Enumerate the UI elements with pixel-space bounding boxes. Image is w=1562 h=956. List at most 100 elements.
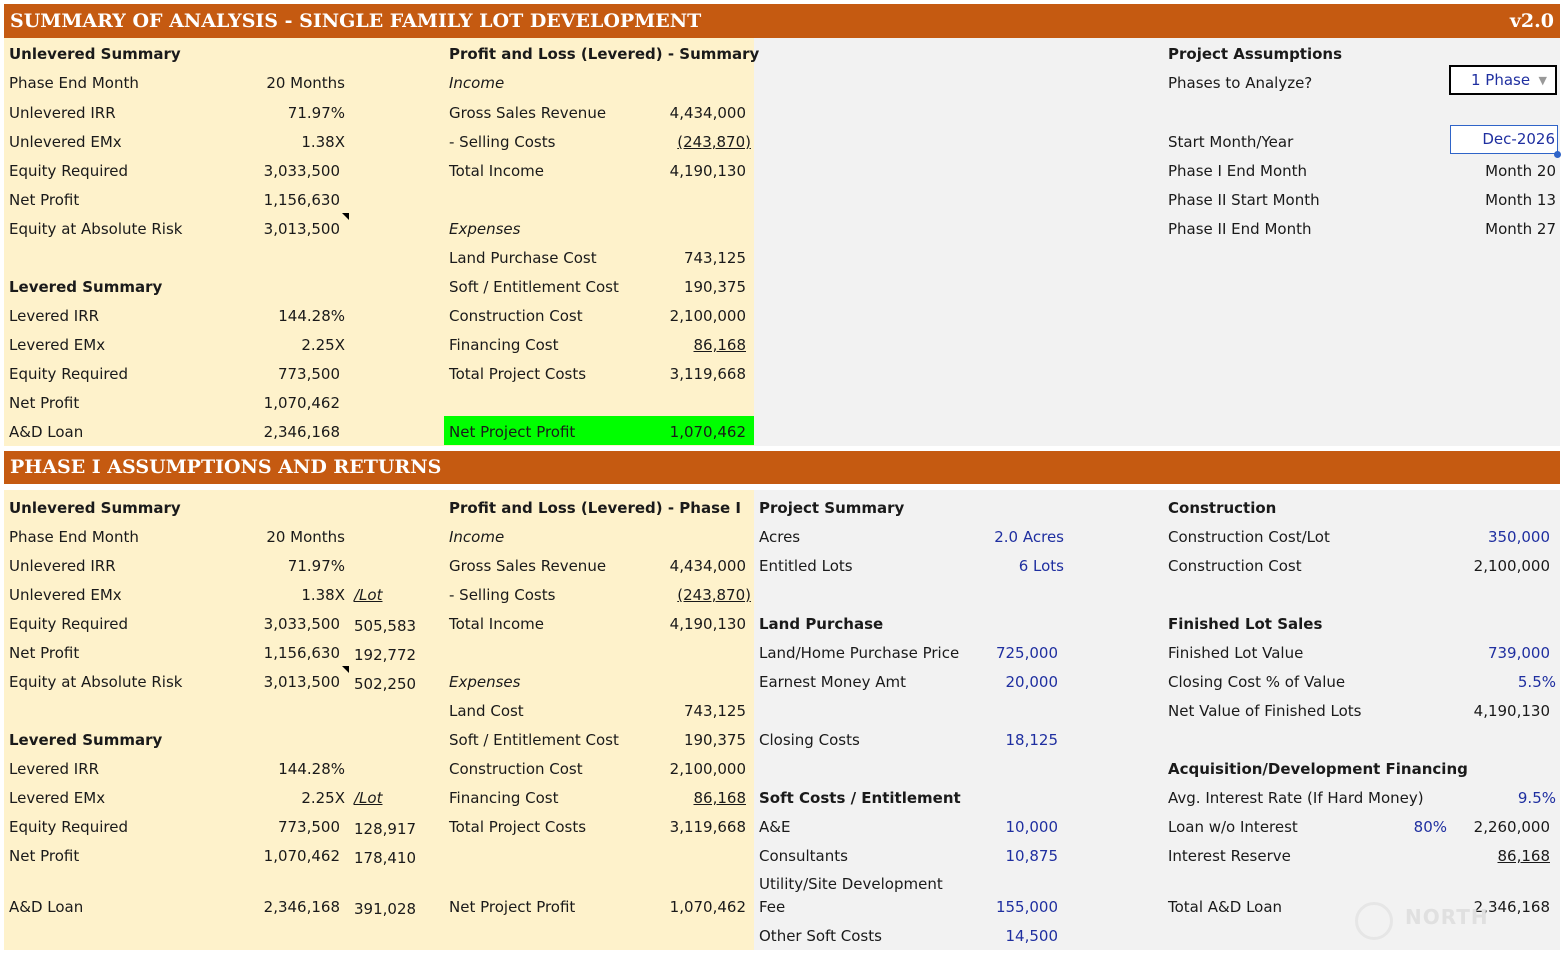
row-label: A&D Loan (9, 423, 84, 441)
interest-reserve-value[interactable]: 86,168 (1497, 847, 1551, 865)
pnl-value[interactable]: 190,375 (683, 278, 746, 296)
row-value[interactable]: 3,033,500 (263, 615, 340, 633)
row-value[interactable]: 2.25X (301, 336, 345, 354)
ad-loan-value[interactable]: 2,346,168 (263, 898, 340, 916)
per-lot-value[interactable]: 505,583 (354, 617, 417, 635)
soft-costs-header: Soft Costs / Entitlement (759, 789, 961, 807)
phases-dropdown[interactable]: 1 Phase ▼ (1449, 65, 1557, 95)
row-value[interactable]: 3,033,500 (263, 162, 340, 180)
assumption-value[interactable]: Month 20 (1485, 162, 1556, 180)
pnl-value[interactable]: 4,190,130 (669, 162, 746, 180)
net-project-profit-label: Net Project Profit (449, 423, 576, 441)
row-label: Net Profit (9, 191, 80, 209)
row-value[interactable]: 144.28% (278, 760, 345, 778)
assumption-label: Phase II End Month (1168, 220, 1312, 238)
ae-input[interactable]: 10,000 (1005, 818, 1059, 836)
pnl-value[interactable]: 190,375 (683, 731, 746, 749)
pnl-value[interactable]: 2,100,000 (669, 307, 746, 325)
closing-costs-input[interactable]: 18,125 (1005, 731, 1059, 749)
comment-indicator-icon[interactable] (342, 213, 349, 220)
row-value[interactable]: 2,346,168 (263, 423, 340, 441)
loan-value[interactable]: 2,260,000 (1473, 818, 1550, 836)
pnl-value[interactable]: 743,125 (683, 702, 746, 720)
pnl-label: Gross Sales Revenue (449, 104, 607, 122)
phases-label: Phases to Analyze? (1168, 74, 1313, 92)
row-value[interactable]: 1,070,462 (263, 394, 340, 412)
levered-summary-header: Levered Summary (9, 278, 163, 296)
per-lot-value[interactable]: 502,250 (354, 675, 417, 693)
pnl-value[interactable]: 86,168 (693, 336, 747, 354)
pnl-value[interactable]: (243,870) (677, 586, 751, 604)
watermark-logo-icon (1355, 902, 1393, 940)
row-value[interactable]: 20 Months (266, 74, 345, 92)
consultants-input[interactable]: 10,875 (1005, 847, 1059, 865)
assumption-value[interactable]: Month 13 (1485, 191, 1556, 209)
earnest-input[interactable]: 20,000 (1005, 673, 1059, 691)
summary-banner: SUMMARY OF ANALYSIS - SINGLE FAMILY LOT … (4, 4, 1560, 38)
row-value[interactable]: 1,070,462 (263, 847, 340, 865)
purchase-price-label: Land/Home Purchase Price (759, 644, 960, 662)
row-value[interactable]: 773,500 (277, 818, 340, 836)
construction-cost-value[interactable]: 2,100,000 (1473, 557, 1550, 575)
closing-costs-label: Closing Costs (759, 731, 860, 749)
cost-lot-label: Construction Cost/Lot (1168, 528, 1330, 546)
row-value[interactable]: 773,500 (277, 365, 340, 383)
net-lots-value[interactable]: 4,190,130 (1473, 702, 1550, 720)
pnl-label: Total Project Costs (449, 365, 587, 383)
lot-value-input[interactable]: 739,000 (1487, 644, 1550, 662)
row-label: Equity at Absolute Risk (9, 220, 183, 238)
pnl-value[interactable]: 4,434,000 (669, 104, 746, 122)
pnl-value[interactable]: (243,870) (677, 133, 751, 151)
row-value[interactable]: 144.28% (278, 307, 345, 325)
acres-label: Acres (759, 528, 801, 546)
pnl-value[interactable]: 4,434,000 (669, 557, 746, 575)
ad-loan-per-lot[interactable]: 391,028 (354, 900, 417, 918)
pnl-value[interactable]: 86,168 (693, 789, 747, 807)
row-label: Phase End Month (9, 74, 139, 92)
lots-input[interactable]: 6 Lots (1018, 557, 1064, 575)
purchase-price-input[interactable]: 725,000 (995, 644, 1058, 662)
pnl-value[interactable]: 3,119,668 (669, 818, 746, 836)
net-project-profit-value[interactable]: 1,070,462 (669, 898, 746, 916)
total-ad-loan-value[interactable]: 2,346,168 (1473, 898, 1550, 916)
acres-input[interactable]: 2.0 Acres (994, 528, 1064, 546)
pnl-label: Total Income (449, 162, 544, 180)
row-value[interactable]: 1.38X (301, 133, 345, 151)
row-value[interactable]: 20 Months (266, 528, 345, 546)
row-value[interactable]: 3,013,500 (263, 220, 340, 238)
net-project-profit-value[interactable]: 1,070,462 (669, 423, 746, 441)
row-value[interactable]: 3,013,500 (263, 673, 340, 691)
row-label: Equity Required (9, 818, 128, 836)
chevron-down-icon[interactable]: ▼ (1538, 74, 1547, 87)
fill-handle[interactable] (1554, 151, 1561, 158)
utility-input[interactable]: 155,000 (995, 898, 1058, 916)
row-value[interactable]: 1.38X (301, 586, 345, 604)
closing-pct-input[interactable]: 5.5% (1517, 673, 1556, 691)
pnl-value[interactable]: 4,190,130 (669, 615, 746, 633)
per-lot-value[interactable]: 178,410 (354, 849, 417, 867)
pnl-value[interactable]: 3,119,668 (669, 365, 746, 383)
row-value[interactable]: 71.97% (287, 557, 345, 575)
assumptions-panel (754, 38, 1560, 446)
phases-dropdown-value: 1 Phase (1471, 71, 1531, 89)
loan-pct-input[interactable]: 80% (1413, 818, 1447, 836)
closing-pct-label: Closing Cost % of Value (1168, 673, 1346, 691)
row-value[interactable]: 1,156,630 (263, 644, 340, 662)
pnl-value[interactable]: 743,125 (683, 249, 746, 267)
utility-label-fee: Fee (759, 898, 786, 916)
start-month-input[interactable]: Dec-2026 (1450, 125, 1558, 154)
row-value[interactable]: 1,156,630 (263, 191, 340, 209)
interest-rate-input[interactable]: 9.5% (1517, 789, 1556, 807)
per-lot-value[interactable]: 128,917 (354, 820, 417, 838)
comment-indicator-icon[interactable] (342, 666, 349, 673)
assumption-value[interactable]: Month 27 (1485, 220, 1556, 238)
start-month-value: Dec-2026 (1482, 130, 1555, 148)
per-lot-value[interactable]: 192,772 (354, 646, 417, 664)
summary-title: SUMMARY OF ANALYSIS - SINGLE FAMILY LOT … (10, 10, 702, 32)
phase1-grey-panel (754, 490, 1560, 950)
pnl-value[interactable]: 2,100,000 (669, 760, 746, 778)
cost-lot-input[interactable]: 350,000 (1487, 528, 1550, 546)
row-value[interactable]: 71.97% (287, 104, 345, 122)
other-soft-input[interactable]: 14,500 (1005, 927, 1059, 945)
row-value[interactable]: 2.25X (301, 789, 345, 807)
